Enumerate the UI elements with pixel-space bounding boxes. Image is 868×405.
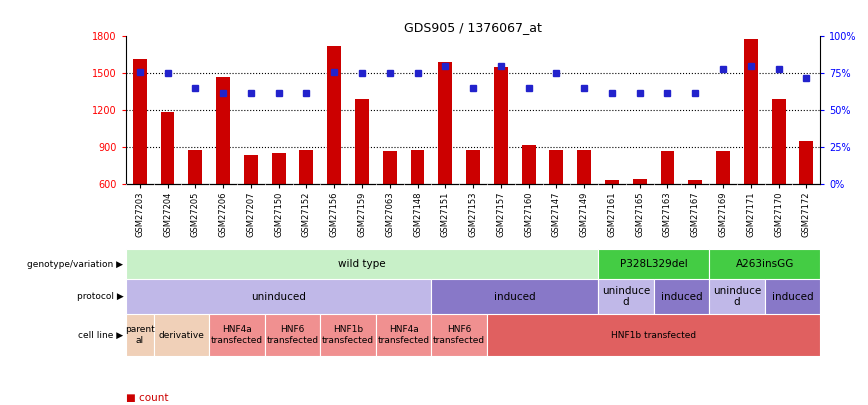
Text: derivative: derivative bbox=[159, 330, 204, 340]
Text: wild type: wild type bbox=[339, 259, 385, 269]
Text: protocol ▶: protocol ▶ bbox=[76, 292, 123, 301]
Bar bbox=[799, 141, 813, 184]
Bar bbox=[376, 314, 431, 356]
Bar bbox=[487, 314, 820, 356]
Bar bbox=[661, 151, 674, 184]
Bar bbox=[605, 180, 619, 184]
Bar bbox=[494, 67, 508, 184]
Text: induced: induced bbox=[772, 292, 813, 302]
Bar bbox=[355, 99, 369, 184]
Text: genotype/variation ▶: genotype/variation ▶ bbox=[27, 260, 123, 269]
Bar bbox=[598, 279, 654, 314]
Bar bbox=[209, 314, 265, 356]
Bar bbox=[431, 314, 487, 356]
Bar bbox=[577, 150, 591, 184]
Bar bbox=[320, 314, 376, 356]
Bar bbox=[188, 150, 202, 184]
Bar bbox=[716, 151, 730, 184]
Text: A263insGG: A263insGG bbox=[735, 259, 794, 269]
Text: cell line ▶: cell line ▶ bbox=[78, 330, 123, 340]
Text: HNF1b
transfected: HNF1b transfected bbox=[322, 326, 374, 345]
Text: parent
al: parent al bbox=[125, 326, 155, 345]
Title: GDS905 / 1376067_at: GDS905 / 1376067_at bbox=[404, 21, 542, 34]
Text: HNF4a
transfected: HNF4a transfected bbox=[378, 326, 430, 345]
Bar bbox=[522, 145, 536, 184]
Bar bbox=[299, 150, 313, 184]
Bar bbox=[466, 150, 480, 184]
Bar bbox=[411, 150, 424, 184]
Bar bbox=[126, 279, 431, 314]
Bar bbox=[244, 155, 258, 184]
Text: HNF6
transfected: HNF6 transfected bbox=[266, 326, 319, 345]
Bar bbox=[133, 59, 147, 184]
Text: HNF4a
transfected: HNF4a transfected bbox=[211, 326, 263, 345]
Bar bbox=[216, 77, 230, 184]
Text: uninduce
d: uninduce d bbox=[602, 286, 650, 307]
Bar bbox=[265, 314, 320, 356]
Bar bbox=[598, 249, 709, 279]
Bar bbox=[765, 279, 820, 314]
Text: uninduced: uninduced bbox=[251, 292, 306, 302]
Bar bbox=[549, 150, 563, 184]
Bar bbox=[327, 46, 341, 184]
Bar bbox=[154, 314, 209, 356]
Text: ■ count: ■ count bbox=[126, 393, 168, 403]
Bar bbox=[272, 153, 286, 184]
Bar bbox=[126, 314, 154, 356]
Bar bbox=[126, 249, 598, 279]
Bar bbox=[709, 249, 820, 279]
Bar bbox=[772, 99, 786, 184]
Bar bbox=[654, 279, 709, 314]
Bar bbox=[161, 112, 174, 184]
Text: P328L329del: P328L329del bbox=[620, 259, 687, 269]
Bar bbox=[633, 179, 647, 184]
Text: HNF6
transfected: HNF6 transfected bbox=[433, 326, 485, 345]
Bar bbox=[709, 279, 765, 314]
Bar bbox=[688, 180, 702, 184]
Text: uninduce
d: uninduce d bbox=[713, 286, 761, 307]
Bar bbox=[383, 151, 397, 184]
Text: induced: induced bbox=[661, 292, 702, 302]
Bar bbox=[438, 62, 452, 184]
Bar bbox=[744, 39, 758, 184]
Text: induced: induced bbox=[494, 292, 536, 302]
Bar bbox=[431, 279, 598, 314]
Text: HNF1b transfected: HNF1b transfected bbox=[611, 330, 696, 340]
